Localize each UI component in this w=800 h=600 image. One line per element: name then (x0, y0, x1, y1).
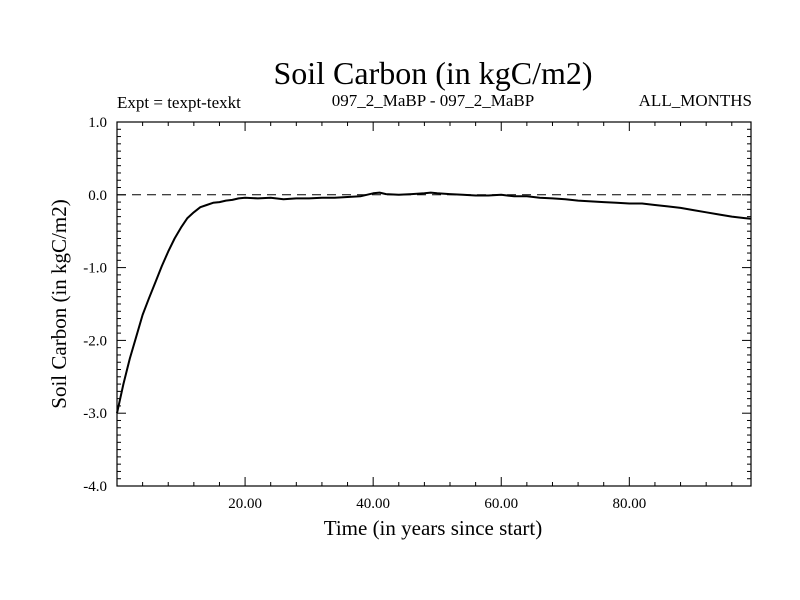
y-tick-label: 1.0 (88, 115, 107, 131)
y-axis: 1.0 0.0 -1.0 -2.0 -3.0 -4.0 (83, 115, 751, 495)
x-tick-label: 40.00 (356, 496, 390, 512)
y-tick-label: -2.0 (83, 333, 107, 349)
series-line (116, 191, 752, 414)
y-tick-label: 0.0 (88, 188, 107, 204)
subtitle-right: ALL_MONTHS (639, 91, 752, 110)
x-tick-label: 20.00 (228, 496, 262, 512)
y-tick-label: -1.0 (83, 261, 107, 277)
y-axis-label: Soil Carbon (in kgC/m2) (47, 199, 71, 408)
chart-title: Soil Carbon (in kgC/m2) (273, 55, 592, 91)
series-group (116, 191, 752, 414)
subtitle-center: 097_2_MaBP - 097_2_MaBP (332, 91, 534, 110)
x-tick-label: 60.00 (484, 496, 518, 512)
plot-frame (116, 121, 752, 487)
y-tick-label: -4.0 (83, 479, 107, 495)
subtitle-left: Expt = texpt-texkt (117, 93, 241, 112)
x-axis: 20.00 40.00 60.00 80.00 (142, 122, 733, 512)
x-tick-label: 80.00 (612, 496, 646, 512)
y-tick-label: -3.0 (83, 406, 107, 422)
x-axis-label: Time (in years since start) (324, 516, 543, 540)
